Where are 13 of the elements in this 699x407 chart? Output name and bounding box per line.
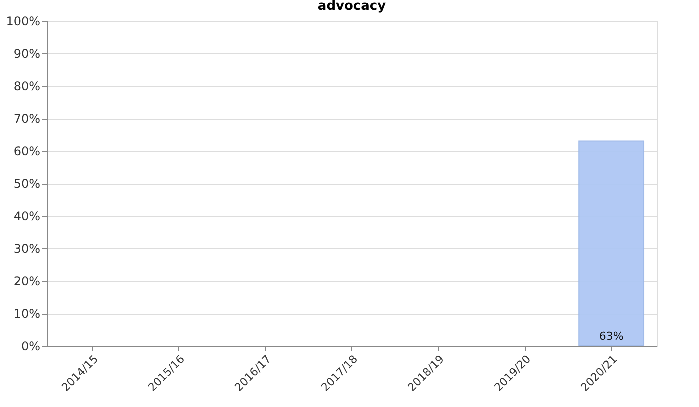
y-tick-label: 10% (14, 307, 40, 321)
data-label: 63% (599, 330, 624, 343)
y-tick-label: 70% (14, 112, 40, 126)
y-tick-label: 90% (14, 47, 40, 61)
y-tick-label: 30% (14, 242, 40, 256)
y-tick-label: 0% (21, 340, 40, 354)
y-tick-label: 60% (14, 144, 40, 158)
y-tick-label: 50% (14, 177, 40, 191)
y-tick-label: 100% (6, 14, 40, 28)
chart-title: advocacy (318, 0, 387, 14)
y-tick-label: 80% (14, 80, 40, 94)
y-tick-label: 40% (14, 210, 40, 224)
y-tick-label: 20% (14, 274, 40, 288)
